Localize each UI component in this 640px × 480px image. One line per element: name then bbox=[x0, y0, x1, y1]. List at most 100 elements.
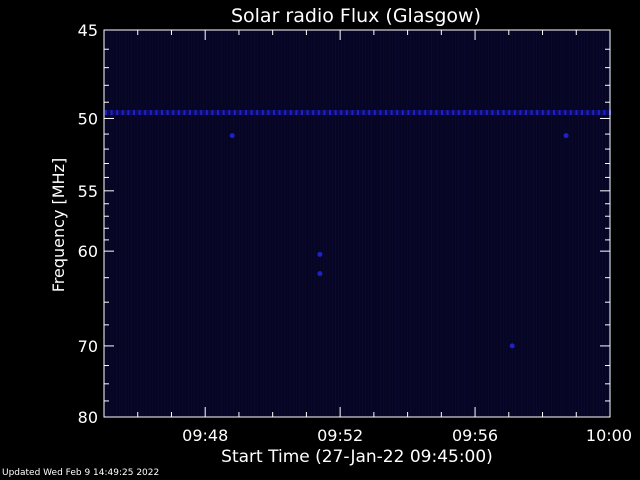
y-axis-label: Frequency [MHz] bbox=[49, 158, 68, 292]
texture-stripe bbox=[581, 30, 582, 417]
texture-stripe bbox=[110, 30, 111, 417]
band-dot bbox=[558, 110, 561, 116]
texture-stripe bbox=[374, 30, 375, 417]
band-dot bbox=[301, 110, 303, 116]
band-dot bbox=[284, 110, 287, 116]
texture-stripe bbox=[122, 30, 123, 417]
texture-stripe bbox=[269, 30, 270, 417]
texture-stripe bbox=[560, 30, 561, 417]
texture-stripe bbox=[500, 30, 501, 417]
texture-stripe bbox=[527, 30, 528, 417]
band-dot bbox=[407, 110, 410, 116]
band-dot bbox=[452, 110, 455, 116]
band-dot bbox=[564, 110, 567, 116]
signal-spots bbox=[229, 133, 569, 349]
band-dot bbox=[245, 110, 247, 116]
texture-stripe bbox=[254, 30, 255, 417]
texture-stripe bbox=[302, 30, 303, 417]
band-dot bbox=[211, 110, 214, 116]
band-dot bbox=[435, 110, 438, 116]
texture-stripe bbox=[341, 30, 342, 417]
band-dot bbox=[519, 110, 522, 116]
texture-stripe bbox=[518, 30, 519, 417]
band-dot bbox=[368, 110, 371, 116]
texture-stripe bbox=[392, 30, 393, 417]
texture-stripe bbox=[230, 30, 231, 417]
texture-stripe bbox=[566, 30, 567, 417]
chart-title: Solar radio Flux (Glasgow) bbox=[231, 5, 481, 27]
texture-stripe bbox=[182, 30, 183, 417]
band-dot bbox=[491, 110, 494, 116]
band-dot bbox=[256, 110, 259, 116]
texture-stripe bbox=[266, 30, 267, 417]
texture-stripe bbox=[395, 30, 396, 417]
texture-stripe bbox=[572, 30, 573, 417]
plot-area bbox=[104, 30, 610, 417]
band-dot bbox=[469, 110, 471, 116]
texture-stripe bbox=[578, 30, 579, 417]
texture-stripe bbox=[479, 30, 480, 417]
x-axis-label: Start Time (27-Jan-22 09:45:00) bbox=[221, 447, 493, 467]
texture-stripe bbox=[371, 30, 372, 417]
signal-spot bbox=[317, 251, 323, 257]
y-tick-label: 55 bbox=[78, 182, 98, 201]
texture-stripe bbox=[425, 30, 426, 417]
updated-timestamp: Updated Wed Feb 9 14:49:25 2022 bbox=[2, 468, 160, 478]
band-dot bbox=[390, 110, 393, 116]
texture-stripe bbox=[113, 30, 114, 417]
texture-stripe bbox=[539, 30, 540, 417]
band-dot bbox=[200, 110, 203, 116]
y-tick-label: 60 bbox=[78, 242, 98, 261]
texture-stripe bbox=[557, 30, 558, 417]
texture-stripe bbox=[236, 30, 237, 417]
signal-band bbox=[104, 110, 611, 116]
texture-stripe bbox=[218, 30, 219, 417]
texture-stripe bbox=[284, 30, 285, 417]
texture-stripe bbox=[593, 30, 594, 417]
band-dot bbox=[329, 110, 331, 116]
band-dot bbox=[261, 110, 264, 116]
texture-stripe bbox=[137, 30, 138, 417]
texture-stripe bbox=[449, 30, 450, 417]
band-dot bbox=[536, 110, 539, 116]
band-dot bbox=[155, 110, 158, 116]
band-dot bbox=[379, 110, 382, 116]
spectrogram-texture bbox=[104, 30, 609, 417]
texture-stripe bbox=[599, 30, 600, 417]
band-dot bbox=[502, 110, 505, 116]
texture-stripe bbox=[476, 30, 477, 417]
texture-stripe bbox=[257, 30, 258, 417]
texture-stripe bbox=[242, 30, 243, 417]
texture-stripe bbox=[545, 30, 546, 417]
texture-stripe bbox=[542, 30, 543, 417]
x-tick-label: 10:00 bbox=[586, 426, 632, 445]
texture-stripe bbox=[452, 30, 453, 417]
band-dot bbox=[457, 110, 460, 116]
band-dot bbox=[575, 110, 578, 116]
texture-stripe bbox=[311, 30, 312, 417]
texture-stripe bbox=[149, 30, 150, 417]
band-dot bbox=[463, 110, 466, 116]
texture-stripe bbox=[443, 30, 444, 417]
band-dot bbox=[267, 110, 270, 116]
texture-stripe bbox=[299, 30, 300, 417]
texture-stripe bbox=[482, 30, 483, 417]
texture-stripe bbox=[464, 30, 465, 417]
x-axis: 09:48 09:52 09:56 10:00 bbox=[137, 30, 632, 445]
texture-stripe bbox=[446, 30, 447, 417]
band-dot bbox=[345, 110, 348, 116]
texture-stripe bbox=[569, 30, 570, 417]
texture-stripe bbox=[407, 30, 408, 417]
texture-stripe bbox=[344, 30, 345, 417]
band-dot bbox=[166, 110, 169, 116]
band-dot bbox=[289, 110, 292, 116]
texture-stripe bbox=[398, 30, 399, 417]
texture-stripe bbox=[155, 30, 156, 417]
texture-stripe bbox=[494, 30, 495, 417]
band-dot bbox=[317, 110, 320, 116]
texture-stripe bbox=[416, 30, 417, 417]
texture-stripe bbox=[251, 30, 252, 417]
x-tick-label: 09:48 bbox=[182, 426, 228, 445]
band-dot bbox=[149, 110, 152, 116]
band-dot bbox=[133, 110, 135, 116]
